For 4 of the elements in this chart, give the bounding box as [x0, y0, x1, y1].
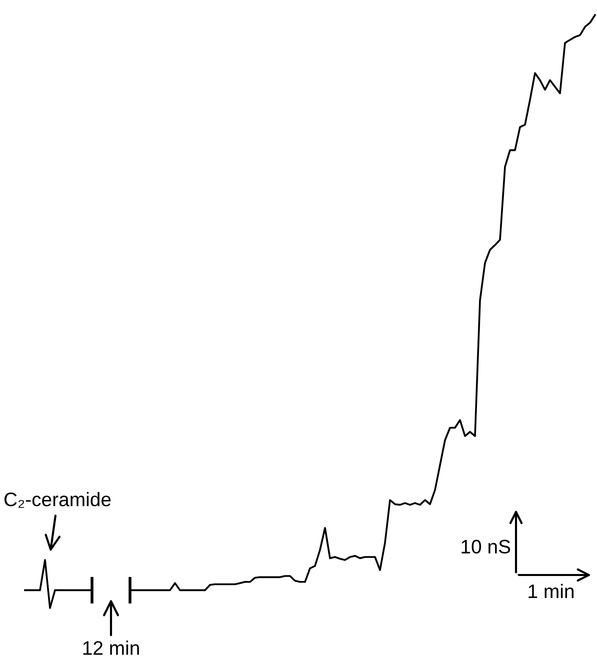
- annotation: 1 min: [528, 584, 574, 598]
- annotation: 10 nS: [462, 540, 510, 554]
- text: 12 min: [83, 640, 139, 655]
- annotation: C₂-ceramide: [4, 492, 111, 508]
